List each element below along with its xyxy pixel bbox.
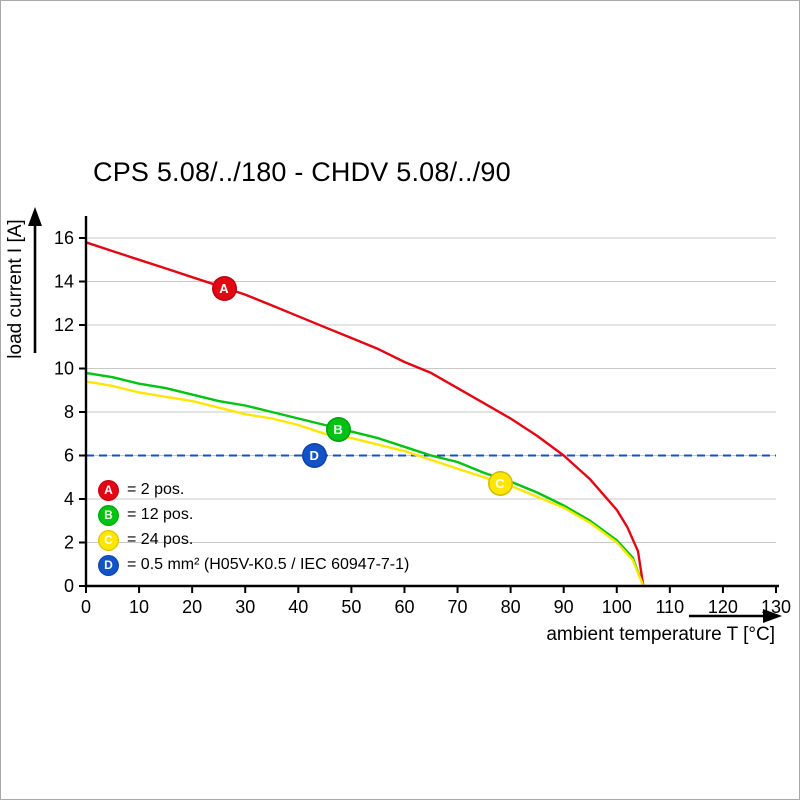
x-tick-label-130: 130 [761, 597, 791, 617]
y-tick-label-12: 12 [54, 315, 74, 335]
curve-marker-a: A [211, 275, 237, 301]
y-tick-label-2: 2 [64, 533, 74, 553]
y-axis-arrow-icon [28, 207, 42, 353]
x-tick-label-90: 90 [554, 597, 574, 617]
legend-item-c: C = 24 pos. [98, 529, 193, 551]
x-tick-label-20: 20 [182, 597, 202, 617]
y-tick-label-0: 0 [64, 576, 74, 596]
legend-item-a: A = 2 pos. [98, 479, 184, 501]
curve-marker-b: B [325, 416, 351, 442]
x-tick-label-60: 60 [394, 597, 414, 617]
y-tick-label-8: 8 [64, 402, 74, 422]
curve-a [84, 241, 645, 588]
chart-title: CPS 5.08/../180 - CHDV 5.08/../90 [93, 157, 511, 187]
curve-b [84, 371, 645, 588]
x-tick-label-70: 70 [448, 597, 468, 617]
y-tick-label-6: 6 [64, 446, 74, 466]
curve-marker-d: D [301, 443, 327, 468]
x-axis-label: ambient temperature T [°C] [546, 624, 775, 645]
legend-item-d: D = 0.5 mm² (H05V-K0.5 / IEC 60947-7-1) [98, 554, 409, 576]
legend-label-b: = 12 pos. [127, 506, 194, 523]
x-tick-label-10: 10 [129, 597, 149, 617]
legend-marker-b-icon: B [98, 504, 119, 526]
x-tick-label-100: 100 [602, 597, 632, 617]
x-axis-arrow-icon [689, 609, 782, 623]
legend-marker-c-icon: C [98, 529, 119, 551]
curve-c [84, 380, 645, 588]
x-tick-label-50: 50 [341, 597, 361, 617]
y-tick-label-16: 16 [54, 228, 74, 248]
x-tick-label-0: 0 [81, 597, 91, 617]
x-tick-label-110: 110 [655, 597, 684, 617]
legend-label-c: = 24 pos. [127, 531, 194, 548]
legend-item-b: B = 12 pos. [98, 504, 193, 526]
x-tick-label-120: 120 [708, 597, 738, 617]
y-tick-label-10: 10 [54, 359, 74, 379]
legend-marker-d-icon: D [98, 554, 119, 576]
y-tick-label-14: 14 [54, 272, 74, 292]
generated-chart-layer: 0 10 20 30 40 50 60 70 80 90 100 110 120 130 0 2 4 6 8 10 12… [54, 216, 791, 617]
legend-marker-a-icon: A [98, 479, 119, 501]
x-tick-label-30: 30 [235, 597, 255, 617]
legend-label-d: = 0.5 mm² (H05V-K0.5 / IEC 60947-7-1) [127, 556, 410, 573]
y-tick-label-4: 4 [64, 489, 74, 509]
x-tick-label-40: 40 [288, 597, 308, 617]
x-tick-label-80: 80 [501, 597, 521, 617]
legend-label-a: = 2 pos. [127, 481, 185, 498]
curve-marker-c: C [487, 471, 513, 497]
